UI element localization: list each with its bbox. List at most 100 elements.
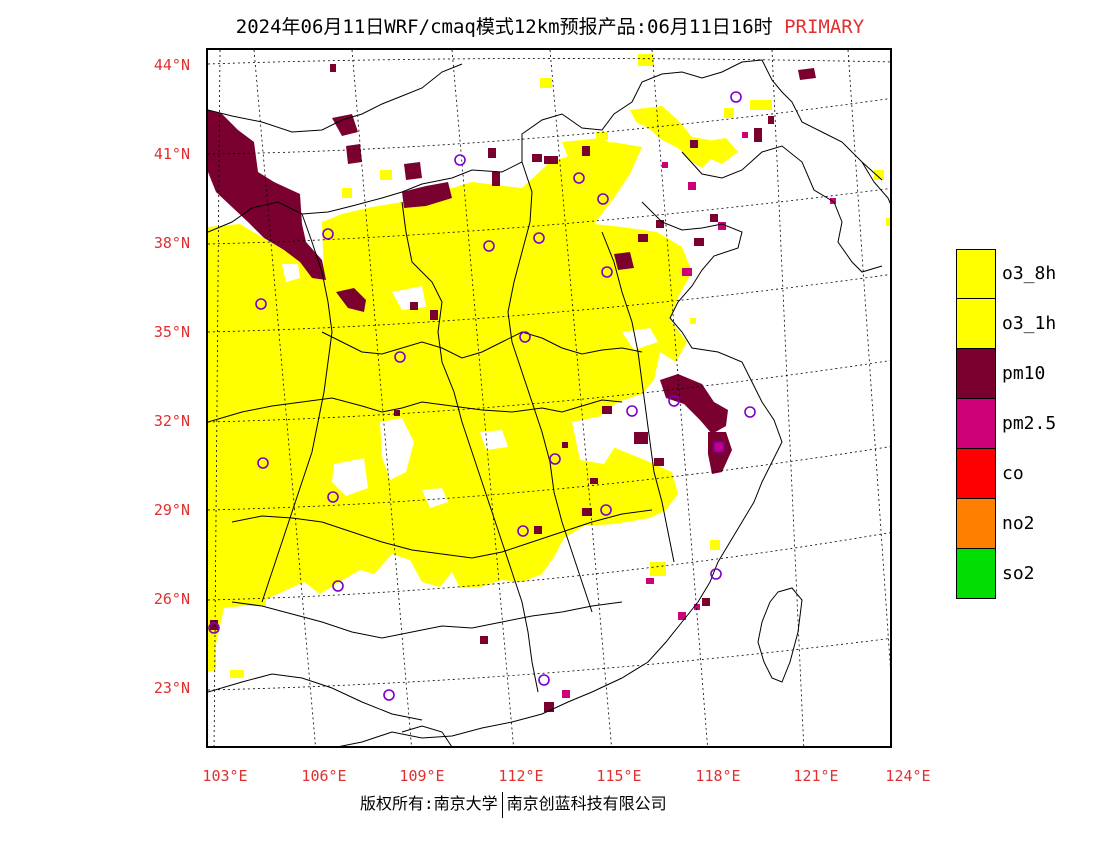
station-circle xyxy=(454,154,466,166)
pm10-spot xyxy=(532,154,542,162)
station-circle xyxy=(322,228,334,240)
lon-label-112: 112°E xyxy=(498,767,544,785)
lat-line-35 xyxy=(208,274,890,333)
lon-label-109: 109°E xyxy=(399,767,445,785)
hainan-outline xyxy=(401,725,452,746)
lon-label-103: 103°E xyxy=(202,767,248,785)
boundary-line xyxy=(261,213,333,603)
pm25-spot xyxy=(714,442,724,452)
pm10-patch xyxy=(346,144,362,164)
pm25-spot xyxy=(694,604,700,610)
boundary-line xyxy=(507,161,593,613)
station-circle xyxy=(208,622,220,634)
lat-label-35: 35°N xyxy=(153,323,190,341)
pm10-spot xyxy=(492,172,500,186)
pm10-spot xyxy=(702,598,710,606)
station-circle xyxy=(600,504,612,516)
o3-main-region xyxy=(208,142,692,672)
legend-item-o3-8h: o3_8h xyxy=(956,249,1086,299)
pm10-layer xyxy=(208,64,816,712)
boundary-line xyxy=(231,509,653,559)
lat-label-29: 29°N xyxy=(153,501,190,519)
clear-area xyxy=(572,416,618,464)
boundary-line xyxy=(231,601,623,639)
lon-label-115: 115°E xyxy=(596,767,642,785)
o3-spot xyxy=(710,540,720,550)
pm10-spot xyxy=(582,508,592,516)
credit-left: 版权所有:南京大学 xyxy=(360,794,498,813)
station-circle xyxy=(394,351,406,363)
korea-outline xyxy=(861,161,890,204)
taiwan-outline xyxy=(757,587,803,683)
pm10-spot xyxy=(410,302,418,310)
pm10-patch xyxy=(336,288,366,312)
station-circle xyxy=(533,232,545,244)
boundary-line xyxy=(681,145,883,273)
lon-label-106: 106°E xyxy=(301,767,347,785)
lon-label-124: 124°E xyxy=(885,767,931,785)
o3-spot xyxy=(246,592,266,606)
station-circle xyxy=(573,172,585,184)
o3-spot xyxy=(380,170,392,180)
o3-spot xyxy=(650,562,666,576)
station-circle xyxy=(327,491,339,503)
pm10-patch xyxy=(798,68,816,80)
lon-line-124 xyxy=(847,50,890,668)
pm10-spot xyxy=(562,442,568,448)
lat-line-29 xyxy=(208,446,890,511)
pm10-spot xyxy=(768,116,774,124)
pm10-spot xyxy=(544,156,558,164)
lon-label-118: 118°E xyxy=(695,767,741,785)
legend-item-pm25: pm2.5 xyxy=(956,399,1086,449)
station-circle xyxy=(730,91,742,103)
o3-northeast-patch xyxy=(630,106,718,168)
clear-area xyxy=(282,264,300,282)
boundary-line xyxy=(208,673,423,721)
title-primary-tag: PRIMARY xyxy=(784,16,865,38)
legend-swatch xyxy=(956,449,996,499)
station-circle xyxy=(549,453,561,465)
pm10-spot xyxy=(634,432,648,444)
o3-spot xyxy=(874,170,884,180)
map-panel[interactable] xyxy=(206,48,892,748)
station-circle xyxy=(713,441,725,453)
pm10-spot xyxy=(480,636,488,644)
station-circle xyxy=(332,580,344,592)
legend-swatch xyxy=(956,349,996,399)
pm25-spot xyxy=(682,268,692,276)
clear-area xyxy=(422,488,448,508)
pm10-spot xyxy=(394,410,400,416)
lon-label-121: 121°E xyxy=(793,767,839,785)
credit-right: 南京创蓝科技有限公司 xyxy=(506,794,667,813)
lat-label-41: 41°N xyxy=(153,145,190,163)
o3-spot xyxy=(638,54,654,66)
boundary-line xyxy=(321,331,643,359)
page-title: 2024年06月11日WRF/cmaq模式12km预报产品:06月11日16时 … xyxy=(0,12,1100,39)
legend-label: no2 xyxy=(1002,513,1035,534)
boundary-line xyxy=(601,231,675,563)
o3-spot xyxy=(342,188,352,198)
lon-line-103 xyxy=(213,50,221,746)
station-circle xyxy=(517,525,529,537)
pm10-spot xyxy=(638,234,648,242)
station-circle xyxy=(668,395,680,407)
pollutant-map xyxy=(208,50,890,746)
lat-label-44: 44°N xyxy=(153,56,190,74)
lat-label-32: 32°N xyxy=(153,412,190,430)
o3-spot xyxy=(690,318,696,324)
legend-item-o3-1h: o3_1h xyxy=(956,299,1086,349)
lat-line-26 xyxy=(208,532,890,601)
pm10-spot xyxy=(656,220,664,228)
lon-line-118 xyxy=(651,50,708,746)
legend-item-no2: no2 xyxy=(956,499,1086,549)
station-circle xyxy=(538,674,550,686)
station-circle xyxy=(710,568,722,580)
credit-separator xyxy=(501,791,503,818)
pm10-spot xyxy=(754,128,762,142)
boundary-line xyxy=(339,201,783,746)
pm10-spot xyxy=(544,702,554,712)
clear-area xyxy=(332,458,368,496)
pm10-spot xyxy=(710,214,718,222)
station-circle xyxy=(483,240,495,252)
o3-spot xyxy=(596,132,608,140)
